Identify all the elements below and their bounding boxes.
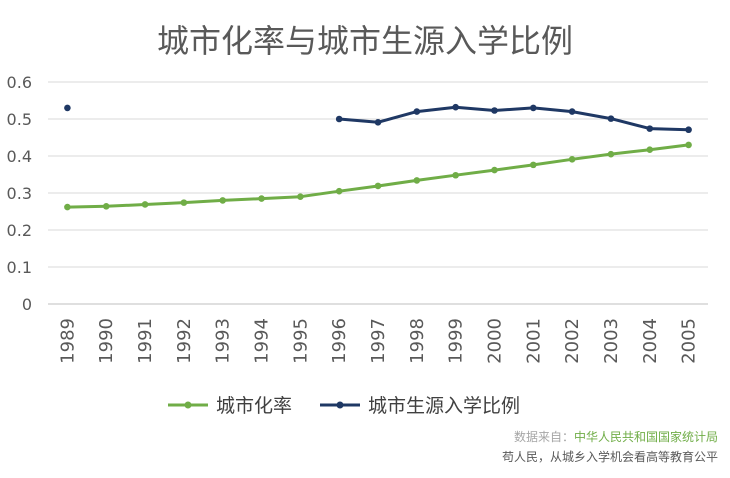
x-tick-label: 2000 [484, 318, 505, 364]
legend-item: 城市化率 [168, 395, 292, 417]
source-line: 数据来自：中华人民共和国国家统计局 [514, 429, 718, 444]
data-point [452, 103, 459, 111]
source-note: 苟人民，从城乡入学机会看高等教育公平 [502, 449, 718, 464]
data-point [607, 150, 615, 158]
data-point [529, 104, 537, 112]
data-point [141, 201, 149, 208]
x-tick-label: 2001 [523, 318, 544, 364]
chart-title: 城市化率与城市生源入学比例 [157, 22, 573, 60]
legend: 城市化率 城市生源入学比例 [168, 395, 520, 417]
y-tick-label: 0.4 [7, 147, 32, 166]
data-point [685, 141, 692, 149]
x-tick-label: 1991 [135, 318, 156, 364]
data-point [685, 126, 692, 134]
y-tick-label: 0.1 [7, 258, 32, 277]
y-tick-label: 0 [22, 295, 32, 314]
series-1 [64, 141, 692, 211]
y-tick-label: 0.3 [7, 184, 32, 203]
source-label: 数据来自： [514, 429, 574, 444]
data-point [491, 166, 498, 174]
data-point [335, 187, 343, 195]
data-point [568, 108, 576, 115]
data-point [335, 115, 343, 123]
legend-label: 城市化率 [216, 395, 292, 417]
x-tick-label: 1995 [290, 318, 311, 364]
data-point [374, 119, 382, 126]
legend-item: 城市生源入学比例 [320, 395, 520, 417]
legend-marker [336, 401, 344, 409]
data-point [64, 104, 71, 112]
x-tick-label: 2004 [640, 318, 661, 364]
x-tick-label: 2005 [679, 318, 700, 364]
grid [48, 81, 708, 305]
x-tick-label: 1992 [174, 318, 195, 364]
data-point [297, 193, 304, 200]
data-point [102, 203, 110, 210]
y-tick-label: 0.5 [7, 110, 32, 129]
series-line [65, 143, 691, 209]
data-point [607, 115, 615, 122]
series-2 [64, 103, 692, 134]
data-point [180, 199, 188, 206]
data-point [646, 125, 654, 132]
source-org: 中华人民共和国国家统计局 [574, 429, 718, 444]
x-tick-label: 2003 [601, 318, 622, 364]
series-group [64, 103, 692, 211]
x-tick-label: 1996 [329, 318, 350, 364]
data-point [64, 203, 71, 211]
legend-label: 城市生源入学比例 [368, 395, 520, 417]
data-point [374, 182, 382, 190]
data-point [646, 146, 654, 154]
x-tick-label: 1998 [407, 318, 428, 364]
series-line [337, 105, 691, 132]
data-point [491, 107, 498, 114]
data-point [258, 195, 265, 202]
x-axis: 1989 1990 1991 1992 1993 1994 1995 1996 1997 1998… [57, 318, 699, 364]
x-tick-label: 1993 [213, 318, 234, 364]
x-tick-label: 1990 [96, 318, 117, 364]
y-tick-label: 0.2 [7, 221, 32, 240]
data-point [413, 108, 421, 115]
x-tick-label: 1989 [57, 318, 78, 364]
y-axis: 0 0.1 0.2 0.3 0.4 0.5 0.6 [7, 73, 32, 314]
data-point [568, 156, 576, 163]
x-tick-label: 1997 [368, 318, 389, 364]
data-point [452, 171, 459, 179]
x-tick-label: 1999 [446, 318, 467, 364]
data-point [219, 197, 227, 204]
legend-marker [184, 401, 192, 409]
x-tick-label: 1994 [252, 318, 273, 364]
x-tick-label: 2002 [562, 318, 583, 364]
data-point [413, 177, 421, 184]
data-point [529, 161, 537, 169]
y-tick-label: 0.6 [7, 73, 32, 92]
